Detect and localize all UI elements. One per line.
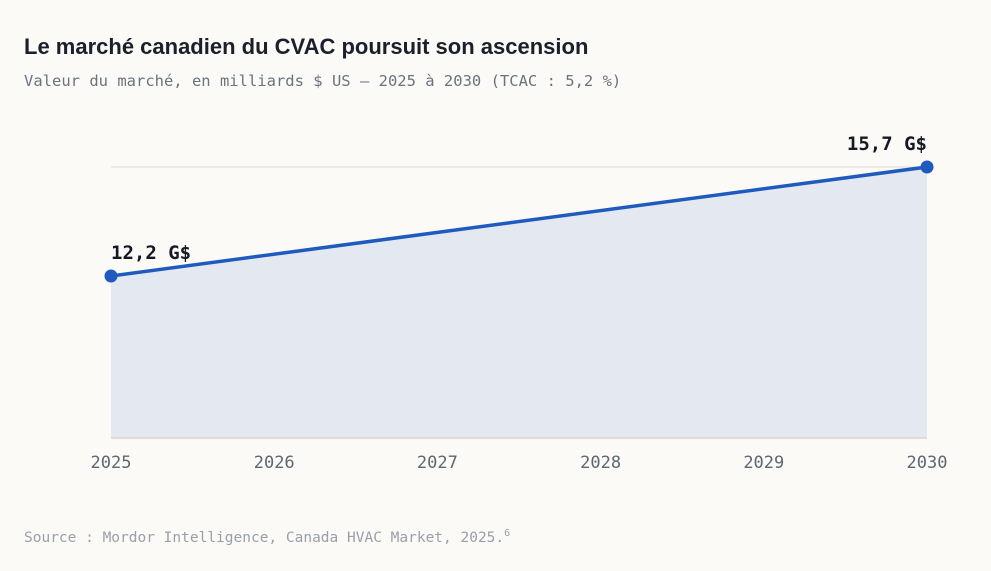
data-points: 12,2 G$ 15,7 G$ (104, 133, 934, 283)
area-fill (111, 167, 927, 438)
data-label: 15,7 G$ (847, 133, 927, 155)
x-tick-label: 2030 (907, 453, 948, 473)
x-tick-label: 2025 (91, 453, 132, 473)
x-axis-ticks: 2025 2026 2027 2028 2029 2030 (91, 453, 948, 473)
data-point (920, 160, 934, 174)
x-tick-label: 2026 (254, 453, 295, 473)
data-point (104, 269, 118, 283)
x-tick-label: 2029 (743, 453, 784, 473)
footnote-marker: 6 (504, 528, 511, 539)
x-tick-label: 2027 (417, 453, 458, 473)
source-text: Source : Mordor Intelligence, Canada HVA… (24, 529, 505, 546)
series-line (109, 165, 929, 278)
chart-title: Le marché canadien du CVAC poursuit son … (24, 34, 589, 59)
data-label: 12,2 G$ (111, 242, 191, 264)
chart-subtitle: Valeur du marché, en milliards $ US — 20… (24, 72, 622, 90)
source-note: Source : Mordor Intelligence, Canada HVA… (24, 528, 510, 546)
x-tick-label: 2028 (580, 453, 621, 473)
